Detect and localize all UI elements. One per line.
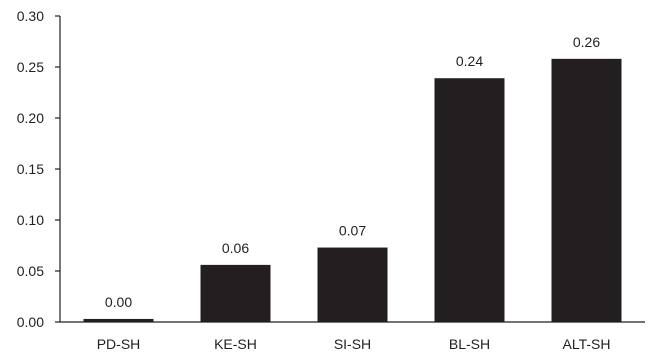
bar (551, 58, 622, 323)
y-tick-label: 0.15 (17, 161, 44, 177)
y-tick-label: 0.20 (17, 110, 44, 126)
bar (317, 247, 388, 322)
bar (200, 264, 271, 322)
y-tick-label: 0.25 (17, 59, 44, 75)
y-tick-label: 0.10 (17, 212, 44, 228)
y-tick-label: 0.30 (17, 8, 44, 24)
x-tick-label: PD-SH (97, 336, 141, 352)
x-tick-label: SI-SH (334, 336, 371, 352)
data-label: 0.07 (339, 223, 366, 239)
x-tick-label: BL-SH (449, 336, 490, 352)
bar (434, 78, 505, 322)
data-label: 0.26 (573, 34, 600, 50)
x-tick-label: KE-SH (214, 336, 257, 352)
data-label: 0.24 (456, 53, 483, 69)
data-label: 0.00 (105, 294, 132, 310)
bar (83, 318, 154, 322)
data-label: 0.06 (222, 240, 249, 256)
x-tick-label: ALT-SH (563, 336, 611, 352)
y-tick-label: 0.00 (17, 314, 44, 330)
y-tick-label: 0.05 (17, 263, 44, 279)
